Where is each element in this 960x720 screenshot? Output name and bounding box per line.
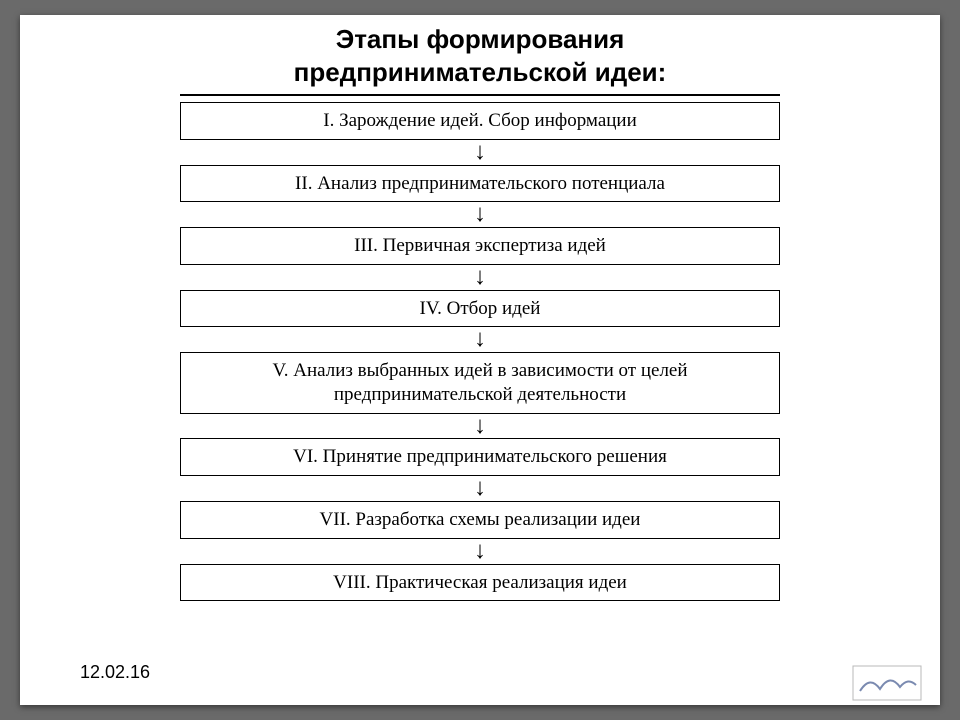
flow-step-5: V. Анализ выбранных идей в зависимости о…: [180, 352, 780, 414]
arrow-down-icon: ↓: [474, 144, 486, 161]
flow-step-7: VII. Разработка схемы реализации идеи: [180, 501, 780, 539]
slide-title: Этапы формирования предпринимательской и…: [20, 15, 940, 94]
flow-step-6: VI. Принятие предпринимательского решени…: [180, 438, 780, 476]
arrow-down-icon: ↓: [474, 269, 486, 286]
presentation-slide: Этапы формирования предпринимательской и…: [20, 15, 940, 705]
arrow-down-icon: ↓: [474, 418, 486, 435]
arrow-down-icon: ↓: [474, 480, 486, 497]
flow-step-1: I. Зарождение идей. Сбор информации: [180, 102, 780, 140]
arrow-down-icon: ↓: [474, 331, 486, 348]
arrow-down-icon: ↓: [474, 206, 486, 223]
flow-step-2: II. Анализ предпринимательского потенциа…: [180, 165, 780, 203]
arrow-down-icon: ↓: [474, 543, 486, 560]
title-line-2: предпринимательской идеи:: [294, 57, 667, 87]
flowchart: I. Зарождение идей. Сбор информации ↓ II…: [180, 94, 780, 607]
slide-date: 12.02.16: [80, 662, 150, 683]
flow-step-8: VIII. Практическая реализация идеи: [180, 564, 780, 602]
flow-step-3: III. Первичная экспертиза идей: [180, 227, 780, 265]
title-line-1: Этапы формирования: [336, 24, 625, 54]
flow-step-4: IV. Отбор идей: [180, 290, 780, 328]
corner-decoration-icon: [852, 665, 922, 701]
